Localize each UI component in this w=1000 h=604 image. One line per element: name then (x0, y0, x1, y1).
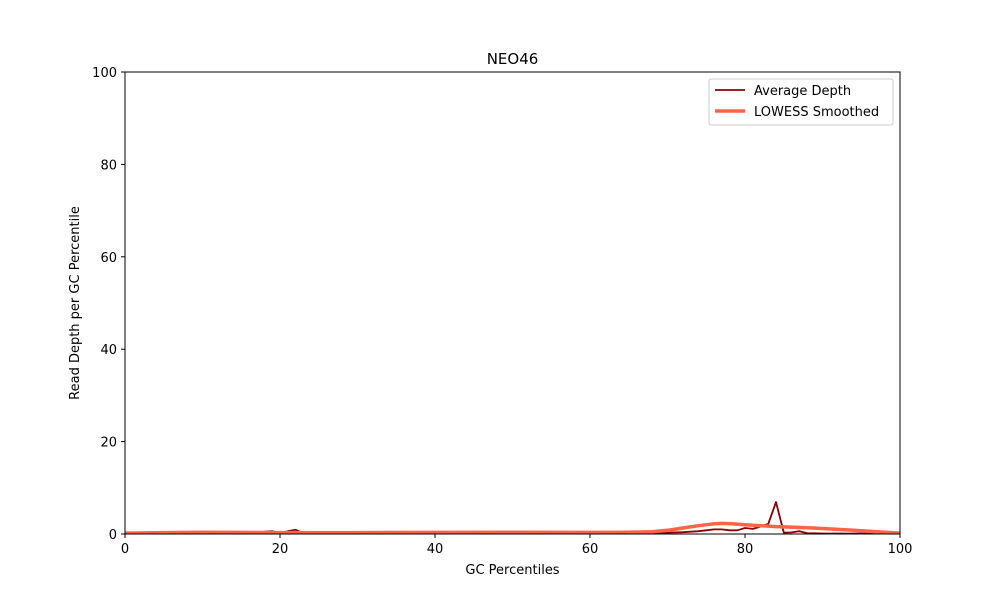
x-axis-label: GC Percentiles (465, 563, 559, 578)
legend-label-average-depth: Average Depth (754, 84, 851, 99)
y-axis-label: Read Depth per GC Percentile (68, 206, 83, 400)
legend: Average Depth LOWESS Smoothed (708, 78, 894, 126)
series-line-lowess-smoothed (125, 521, 900, 534)
y-tick-label: 80 (100, 158, 117, 173)
x-tick-label: 20 (272, 542, 289, 557)
y-tick-label: 0 (109, 528, 117, 543)
legend-label-lowess-smoothed: LOWESS Smoothed (754, 105, 879, 120)
plot-frame (124, 71, 901, 535)
x-tick-label: 100 (888, 542, 913, 557)
axes-layer: 0 20 40 60 80 100 0 20 40 60 80 100 (92, 66, 912, 557)
x-tick-label: 40 (427, 542, 444, 557)
y-tick-label: 20 (100, 436, 117, 451)
x-tick-label: 0 (121, 542, 129, 557)
y-tick-label: 100 (92, 66, 117, 81)
x-tick-label: 80 (737, 542, 754, 557)
y-tick-label: 40 (100, 343, 117, 358)
series-layer (125, 501, 900, 534)
x-tick-label: 60 (582, 542, 599, 557)
legend-frame (708, 78, 894, 126)
y-tick-label: 60 (100, 251, 117, 266)
chart-title: NEO46 (487, 50, 539, 68)
